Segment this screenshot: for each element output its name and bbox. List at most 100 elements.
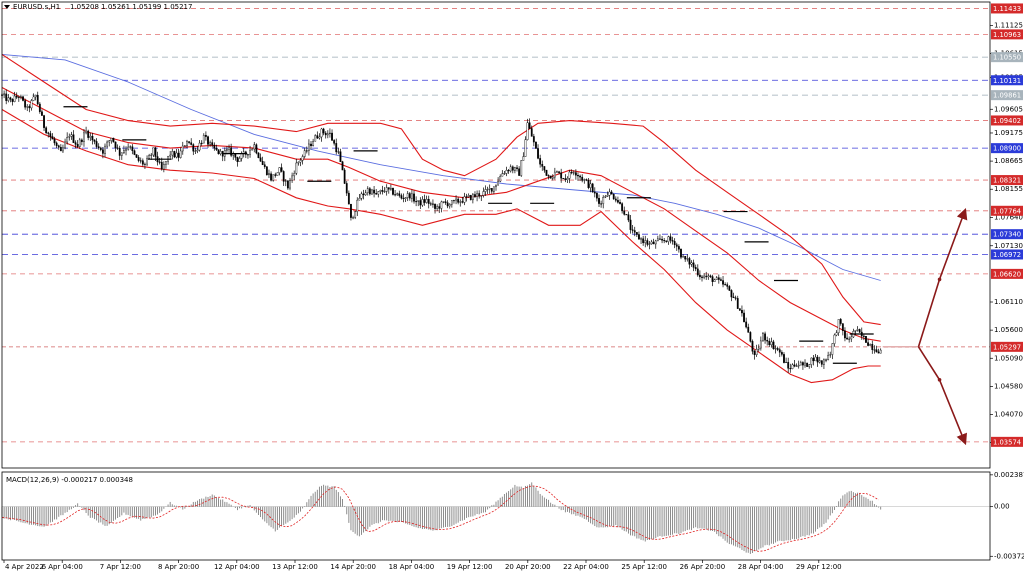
candle-body (228, 147, 230, 150)
candle-body (768, 340, 771, 346)
candle-body (818, 360, 821, 363)
candle-body (360, 193, 363, 199)
candle-body (759, 340, 762, 349)
candle-body (51, 136, 54, 140)
price-tick-label: 1.09175 (994, 129, 1023, 137)
candle-body (284, 180, 287, 182)
candle-body (722, 280, 724, 285)
candle-body (337, 151, 340, 153)
candle-body (112, 137, 115, 143)
candle-body (89, 135, 92, 138)
candle-body (755, 349, 758, 355)
candle-body (444, 201, 447, 203)
candle-body (322, 128, 325, 134)
candle-body (162, 163, 165, 170)
time-tick-label: 12 Apr 04:00 (214, 563, 260, 571)
candle-body (80, 139, 83, 142)
candle-body (129, 146, 132, 148)
candle-body (774, 348, 777, 350)
candle-body (524, 139, 527, 157)
candle-body (160, 161, 163, 170)
level-badge (991, 268, 1023, 279)
candle-body (385, 187, 388, 192)
candle-body (568, 171, 571, 179)
bollinger-middle-line (1, 87, 881, 342)
candle-body (440, 201, 443, 209)
candle-body (825, 359, 827, 361)
price-tick-label: 1.05600 (994, 326, 1023, 334)
candle-body (551, 176, 554, 179)
candle-body (545, 169, 548, 176)
candle-body (553, 171, 556, 178)
candle-body (682, 256, 684, 258)
candle-body (427, 198, 430, 204)
candle-body (423, 199, 426, 203)
level-badge (991, 143, 1023, 154)
candle-body (331, 132, 333, 141)
candle-body (785, 361, 787, 363)
candle-body (762, 333, 764, 342)
candle-body (299, 160, 302, 163)
candle-body (780, 352, 783, 355)
candle-body (413, 193, 415, 202)
candle-body (268, 173, 270, 176)
candle-body (497, 181, 500, 186)
candle-body (606, 195, 609, 197)
candle-body (183, 145, 186, 147)
candle-body (7, 97, 10, 101)
candle-body (638, 234, 640, 240)
candle-body (448, 203, 451, 207)
candle-body (20, 96, 22, 98)
candle-body (869, 344, 872, 346)
candle-body (78, 139, 81, 147)
candle-body (24, 100, 27, 108)
candle-body (875, 349, 878, 353)
candle-body (358, 198, 361, 201)
candle-body (43, 115, 45, 128)
candle-body (659, 238, 661, 240)
candle-body (13, 95, 16, 102)
macd-indicator-label: MACD(12,26,9) -0.000217 0.000348 (6, 476, 133, 484)
candle-body (381, 190, 384, 192)
candle-body (873, 349, 876, 351)
level-badge (991, 229, 1023, 240)
candle-body (196, 149, 199, 152)
candle-body (421, 199, 424, 206)
candle-body (5, 93, 8, 101)
candle-body (879, 349, 882, 354)
candle-body (83, 132, 85, 142)
candle-body (226, 149, 228, 151)
candle-body (350, 203, 352, 218)
candle-body (518, 168, 521, 176)
candle-body (318, 136, 321, 139)
candle-body (663, 240, 666, 242)
candle-body (354, 211, 357, 218)
candle-body (547, 175, 550, 177)
candle-body (514, 167, 516, 171)
candle-body (47, 132, 50, 134)
candle-body (652, 241, 655, 245)
candle-body (793, 364, 796, 367)
time-tick-label: 4 Apr 2022 (5, 563, 44, 571)
candle-body (854, 330, 857, 332)
candle-body (173, 151, 176, 158)
price-axis: 1.111251.106151.101851.096051.091751.086… (990, 3, 1024, 560)
candle-body (640, 238, 642, 240)
candle-body (492, 186, 495, 192)
level-badge-label: 1.07340 (993, 231, 1021, 239)
time-tick-label: 20 Apr 20:00 (505, 563, 551, 571)
candle-body (177, 152, 180, 158)
candle-body (667, 236, 670, 242)
candle-body (66, 137, 69, 143)
candle-body (152, 147, 155, 156)
candle-body (341, 161, 344, 171)
candle-body (255, 144, 258, 154)
candle-body (286, 180, 289, 189)
candle-body (665, 240, 668, 242)
chart-frame (1, 1, 991, 561)
candle-body (562, 178, 565, 180)
candle-body (694, 267, 697, 270)
time-tick-label: 7 Apr 12:00 (100, 563, 141, 571)
candle-body (261, 161, 264, 165)
candle-body (730, 290, 733, 298)
